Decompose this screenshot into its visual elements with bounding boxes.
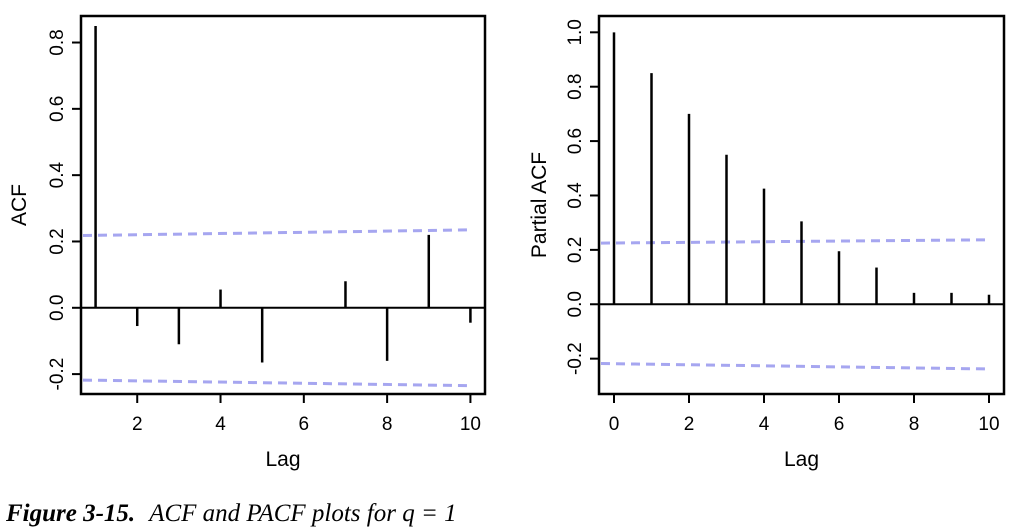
pacf-y-tick-label: 0.8	[565, 73, 586, 99]
acf-plot-frame	[79, 14, 487, 396]
acf-confidence-lower	[82, 378, 472, 388]
acf-y-tick-label: 0.8	[47, 29, 68, 55]
acf-y-axis-title: ACF	[8, 184, 31, 226]
acf-y-tick-label: -0.2	[47, 358, 68, 391]
figure-caption-text: ACF and PACF plots for q = 1	[149, 500, 457, 527]
acf-y-tick-label: 0.2	[47, 228, 68, 254]
pacf-x-tick-label: 8	[909, 414, 920, 435]
pacf-x-tick-label: 0	[609, 414, 620, 435]
pacf-x-tick-label: 4	[759, 414, 770, 435]
pacf-y-tick-label: 0.0	[565, 291, 586, 317]
acf-y-tick-label: 0.0	[47, 295, 68, 321]
pacf-y-tick-label: 0.2	[565, 237, 586, 263]
acf-x-tick-label: 8	[382, 414, 393, 435]
acf-x-axis-title: Lag	[265, 448, 300, 471]
acf-x-tick-label: 2	[132, 414, 143, 435]
pacf-x-tick-label: 10	[978, 414, 999, 435]
figure-caption: Figure 3-15. ACF and PACF plots for q = 1	[6, 500, 457, 528]
pacf-confidence-lower	[600, 362, 991, 371]
acf-y-tick-label: 0.4	[47, 162, 68, 189]
pacf-y-tick-label: 1.0	[565, 19, 586, 45]
acf-x-tick-label: 10	[460, 414, 481, 435]
figure-number: Figure 3-15.	[6, 500, 136, 527]
pacf-y-tick-label: 0.6	[565, 128, 586, 154]
pacf-y-tick-label: 0.4	[565, 182, 586, 209]
pacf-x-tick-label: 6	[834, 414, 845, 435]
acf-x-tick-label: 6	[299, 414, 310, 435]
pacf-x-axis-title: Lag	[784, 448, 819, 471]
pacf-x-tick-label: 2	[684, 414, 695, 435]
pacf-plot: 0 2 4 6 8 10 -0.2 0.0 0.2 0.4 0.6 0.8 1.0 Lag Partial …	[528, 14, 1006, 471]
pacf-y-tick-label: -0.2	[565, 342, 586, 375]
acf-confidence-upper	[82, 228, 472, 238]
acf-y-tick-label: 0.6	[47, 96, 68, 122]
pacf-y-axis-title: Partial ACF	[528, 152, 551, 258]
acf-plot: 2 4 6 8 10 -0.2 0.0 0.2 0.4 0.6 0.8 Lag ACF	[8, 14, 487, 471]
pacf-plot-frame	[597, 14, 1006, 396]
pacf-confidence-upper	[600, 238, 991, 245]
acf-x-tick-label: 4	[215, 414, 226, 435]
